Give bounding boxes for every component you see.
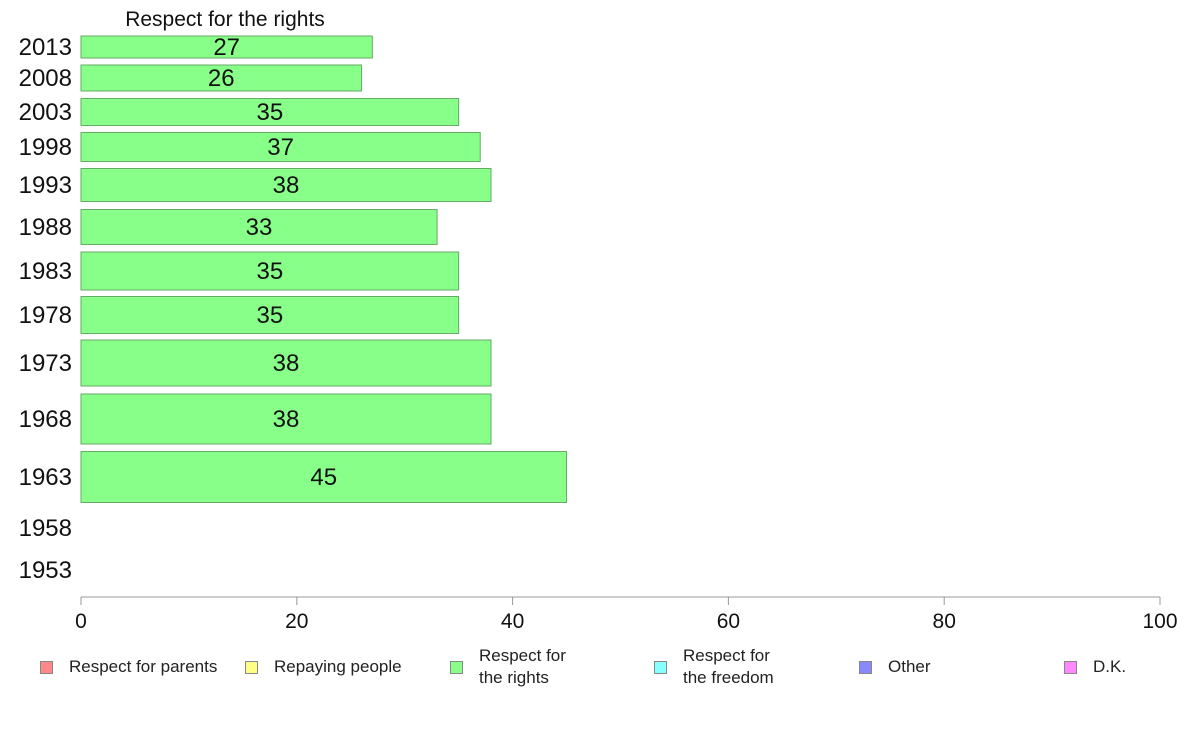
bar (80, 296, 460, 334)
bar (80, 451, 568, 503)
legend-label-other: Other (888, 657, 931, 676)
legend-label-dk: D.K. (1093, 657, 1127, 676)
y-tick-label: 1968 (19, 406, 72, 433)
legend-label-respect-for-the-rights: Respect for the rights (479, 646, 566, 687)
legend-label-respect-for-the-freedom: Respect for the freedom (683, 646, 774, 687)
legend-item-respect-for-parents: Respect for parents (40, 640, 217, 694)
y-tick-label: 1988 (19, 214, 72, 241)
y-tick-label: 1973 (19, 350, 72, 377)
bar (80, 35, 373, 59)
bar (80, 393, 492, 445)
bar-value-label: 38 (273, 172, 300, 199)
x-tick-label: 0 (75, 610, 87, 633)
legend-label-respect-for-parents: Respect for parents (69, 657, 218, 676)
y-tick-label: 2013 (19, 34, 72, 61)
bar (80, 64, 363, 92)
bar-value-label: 37 (267, 134, 294, 161)
legend-swatch-respect-for-the-rights (450, 660, 463, 674)
legend-swatch-dk (1064, 660, 1077, 674)
y-axis-labels: 2013 2008 2003 1998 1993 1988 1983 1978 1973 1968… (19, 34, 72, 584)
bar-value-label: 45 (310, 464, 337, 491)
y-tick-label: 1978 (19, 302, 72, 329)
x-tick-label: 40 (501, 610, 524, 633)
x-tick-label: 20 (285, 610, 308, 633)
y-tick-label: 2008 (19, 65, 72, 92)
legend-swatch-respect-for-the-freedom (654, 660, 667, 674)
chart: Respect for the rights 27263537383335353… (19, 8, 1178, 633)
y-tick-label: 1958 (19, 515, 72, 542)
bar-value-label: 33 (246, 214, 273, 241)
y-tick-label: 1998 (19, 134, 72, 161)
y-tick-label: 1983 (19, 258, 72, 285)
legend-item-other: Other (859, 640, 931, 694)
legend-item-respect-for-the-rights: Respect for the rights (450, 640, 566, 694)
bar-value-label: 35 (256, 302, 283, 329)
y-tick-label: 2003 (19, 99, 72, 126)
x-axis: 0 20 40 60 80 100 (75, 596, 1178, 633)
bar-value-label: 35 (256, 99, 283, 126)
legend-swatch-repaying-people (245, 660, 258, 674)
bar (80, 251, 460, 291)
legend-swatch-respect-for-parents (40, 660, 53, 674)
legend-item-respect-for-the-freedom: Respect for the freedom (654, 640, 774, 694)
x-tick-label: 60 (717, 610, 740, 633)
bar-value-label: 38 (273, 350, 300, 377)
bar (80, 98, 460, 126)
x-tick-label: 100 (1142, 610, 1177, 633)
legend-swatch-other (859, 660, 872, 674)
y-tick-label: 1953 (19, 557, 72, 584)
y-tick-label: 1993 (19, 172, 72, 199)
bar-value-label: 38 (273, 406, 300, 433)
legend-item-dk: D.K. (1064, 640, 1126, 694)
bar (80, 168, 492, 202)
bar (80, 209, 438, 245)
bar (80, 339, 492, 387)
bar (80, 132, 481, 162)
bar-value-label: 35 (256, 258, 283, 285)
bar-value-label: 27 (213, 34, 240, 61)
chart-title: Respect for the rights (125, 8, 325, 31)
bar-value-label: 26 (208, 65, 235, 92)
x-tick-label: 80 (933, 610, 956, 633)
legend-item-repaying-people: Repaying people (245, 640, 402, 694)
y-tick-label: 1963 (19, 464, 72, 491)
legend: Respect for parents Repaying people Resp… (0, 640, 1188, 700)
legend-label-repaying-people: Repaying people (274, 657, 402, 676)
